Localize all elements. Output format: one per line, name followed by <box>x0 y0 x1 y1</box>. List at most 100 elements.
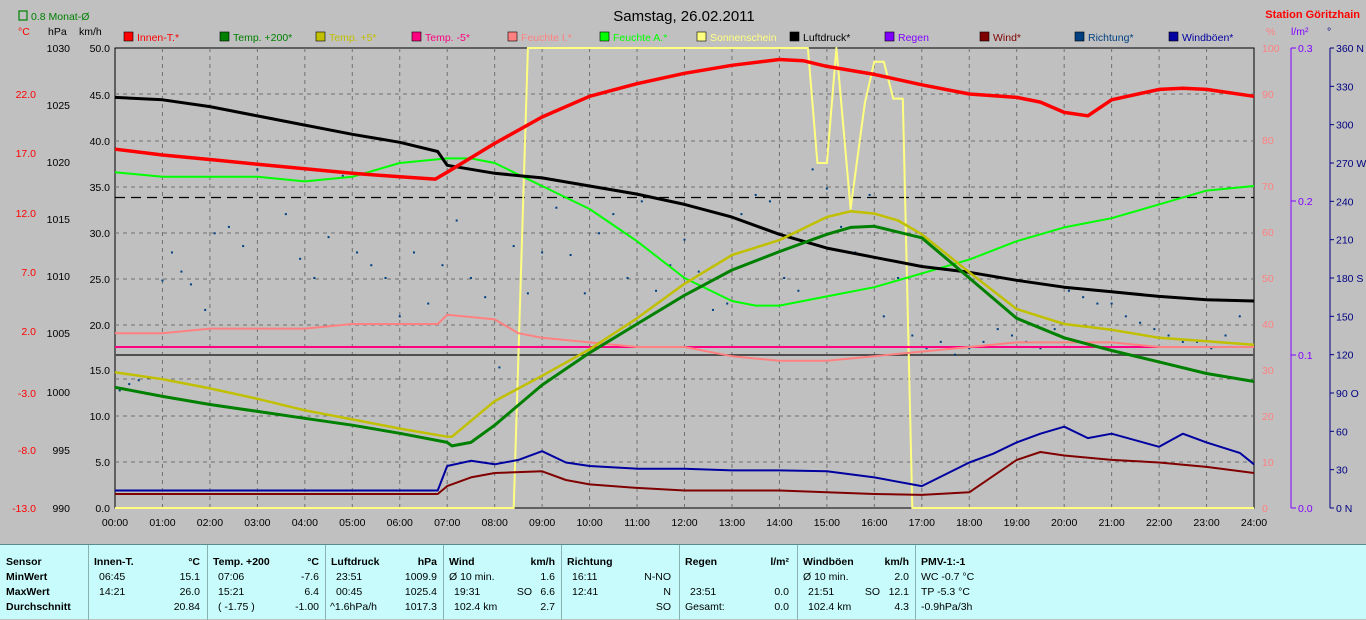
pmv-dewpoint: TP -5.3 °C <box>921 586 970 598</box>
richtung-point <box>412 251 415 254</box>
avg-box-icon <box>18 10 28 21</box>
x-tick-label: 14:00 <box>766 517 792 529</box>
wind-max-value: 6.6 <box>540 586 555 598</box>
hpa-tick: 1020 <box>47 157 71 169</box>
x-tick-label: 16:00 <box>861 517 887 529</box>
temp-min-time: 07:06 <box>218 571 245 583</box>
regen-total-value: 0.0 <box>774 601 789 613</box>
percent-tick: 60 <box>1262 227 1274 239</box>
kmh-tick: 45.0 <box>90 90 111 102</box>
richtung-min-time: 16:11 <box>572 571 598 583</box>
temp-min-value: -7.6 <box>300 571 319 583</box>
regen-total-label: Gesamt: <box>685 601 725 613</box>
richtung-header: Richtung <box>567 556 613 568</box>
direction-tick: 270 W <box>1336 158 1366 170</box>
richtung-point <box>441 264 444 267</box>
innen-max-time: 14:21 <box>99 586 126 598</box>
statistics-panel: Sensor MinWert MaxWert Durchschnitt Inne… <box>0 544 1366 620</box>
innen-min-value: 15.1 <box>179 571 200 583</box>
x-tick-label: 09:00 <box>529 517 555 529</box>
legend-label-temp5: Temp. +5* <box>329 32 377 44</box>
x-tick-label: 00:00 <box>102 517 128 529</box>
wind-header: Wind <box>449 556 475 568</box>
x-tick-label: 13:00 <box>719 517 745 529</box>
richtung-point <box>118 389 121 392</box>
richtung-point <box>128 383 131 386</box>
richtung-point <box>982 340 985 343</box>
richtung-point <box>711 308 714 311</box>
lm2-tick: 0.1 <box>1298 350 1313 362</box>
direction-tick: 120 <box>1336 350 1354 362</box>
richtung-point <box>469 277 472 279</box>
chart-legend: Innen-T.* Temp. +200* Temp. +5* Temp. -5* Fe… <box>123 31 1233 44</box>
richtung-point <box>811 168 814 171</box>
series-line-windboeen <box>115 425 1255 492</box>
x-tick-label: 04:00 <box>292 517 318 529</box>
richtung-point <box>1010 334 1013 337</box>
boeen-unit: km/h <box>884 556 909 568</box>
innen-unit: °C <box>188 556 200 568</box>
regen-column: Regen l/m² 23:51 0.0 Gesamt: 0.0 <box>679 545 796 620</box>
regen-header: Regen <box>685 556 718 568</box>
legend-label-feuchte_a: Feuchte A.* <box>613 32 667 44</box>
richtung-point <box>1153 328 1156 331</box>
pmv-header: PMV-1:-1 <box>921 556 966 568</box>
richtung-point <box>882 315 885 318</box>
x-tick-label: 01:00 <box>149 517 175 529</box>
grid-lines <box>115 48 1254 508</box>
x-tick-label: 08:00 <box>482 517 508 529</box>
druck-min-value: 1009.9 <box>404 571 437 583</box>
axis-labels: 22.017.012.07.02.0-3.0-8.0-13.0103010251… <box>12 43 1366 529</box>
legend-label-wind: Wind* <box>993 32 1021 44</box>
direction-tick: 0 N <box>1336 503 1352 515</box>
richtung-point <box>484 296 487 299</box>
legend-label-temp200: Temp. +200* <box>233 32 292 44</box>
richtung-point <box>569 254 572 256</box>
boeen-avg-value: 4.3 <box>894 601 909 613</box>
x-tick-label: 11:00 <box>624 517 650 529</box>
druck-max-value: 1025.4 <box>404 586 437 598</box>
series-line-feuchte_a <box>114 157 1255 307</box>
wind-min-label: Ø 10 min. <box>449 571 495 583</box>
unit-hpa: hPa <box>48 26 67 38</box>
richtung-column: Richtung 16:11 N-NO 12:41 N SO <box>561 545 678 620</box>
richtung-point <box>939 340 942 343</box>
regen-max-time: 23:51 <box>690 586 717 598</box>
chart-title: Samstag, 26.02.2011 <box>613 8 755 25</box>
richtung-point <box>313 277 316 279</box>
x-tick-label: 18:00 <box>956 517 982 529</box>
temp-max-time: 15:21 <box>218 586 245 598</box>
richtung-point <box>840 225 843 228</box>
boeen-column: Windböen km/h Ø 10 min. 2.0 21:51 SO 12.1 10… <box>797 545 914 620</box>
direction-tick: 150 <box>1336 311 1354 323</box>
kmh-tick: 35.0 <box>90 182 111 194</box>
richtung-point <box>612 213 615 216</box>
x-tick-label: 12:00 <box>671 517 697 529</box>
richtung-point <box>655 289 658 292</box>
boeen-min-value: 2.0 <box>894 571 909 583</box>
wind-unit: km/h <box>530 556 555 568</box>
series-line-innen <box>114 57 1255 181</box>
legend-label-feuchte_i: Feuchte I.* <box>521 32 572 44</box>
richtung-point <box>526 292 529 295</box>
richtung-point <box>327 236 330 239</box>
richtung-point <box>189 283 192 286</box>
boeen-max-dir: SO <box>864 586 880 598</box>
boeen-max-value: 12.1 <box>888 586 909 598</box>
richtung-point <box>740 213 743 216</box>
richtung-point <box>683 238 686 241</box>
temp-header: Temp. +200 <box>213 556 270 568</box>
direction-tick: 90 O <box>1336 388 1359 400</box>
richtung-point <box>911 334 914 337</box>
legend-swatch-innen <box>123 31 134 42</box>
legend-swatch-feuchte_i <box>507 31 518 42</box>
wind-max-time: 19:31 <box>454 586 481 598</box>
richtung-point <box>669 264 672 267</box>
x-tick-label: 15:00 <box>814 517 840 529</box>
x-tick-label: 03:00 <box>244 517 270 529</box>
kmh-tick: 50.0 <box>90 43 111 55</box>
celsius-tick: -3.0 <box>18 388 36 400</box>
series-line-sonne <box>115 47 1254 509</box>
unit-kmh: km/h <box>79 26 102 38</box>
richtung-point <box>213 232 216 235</box>
